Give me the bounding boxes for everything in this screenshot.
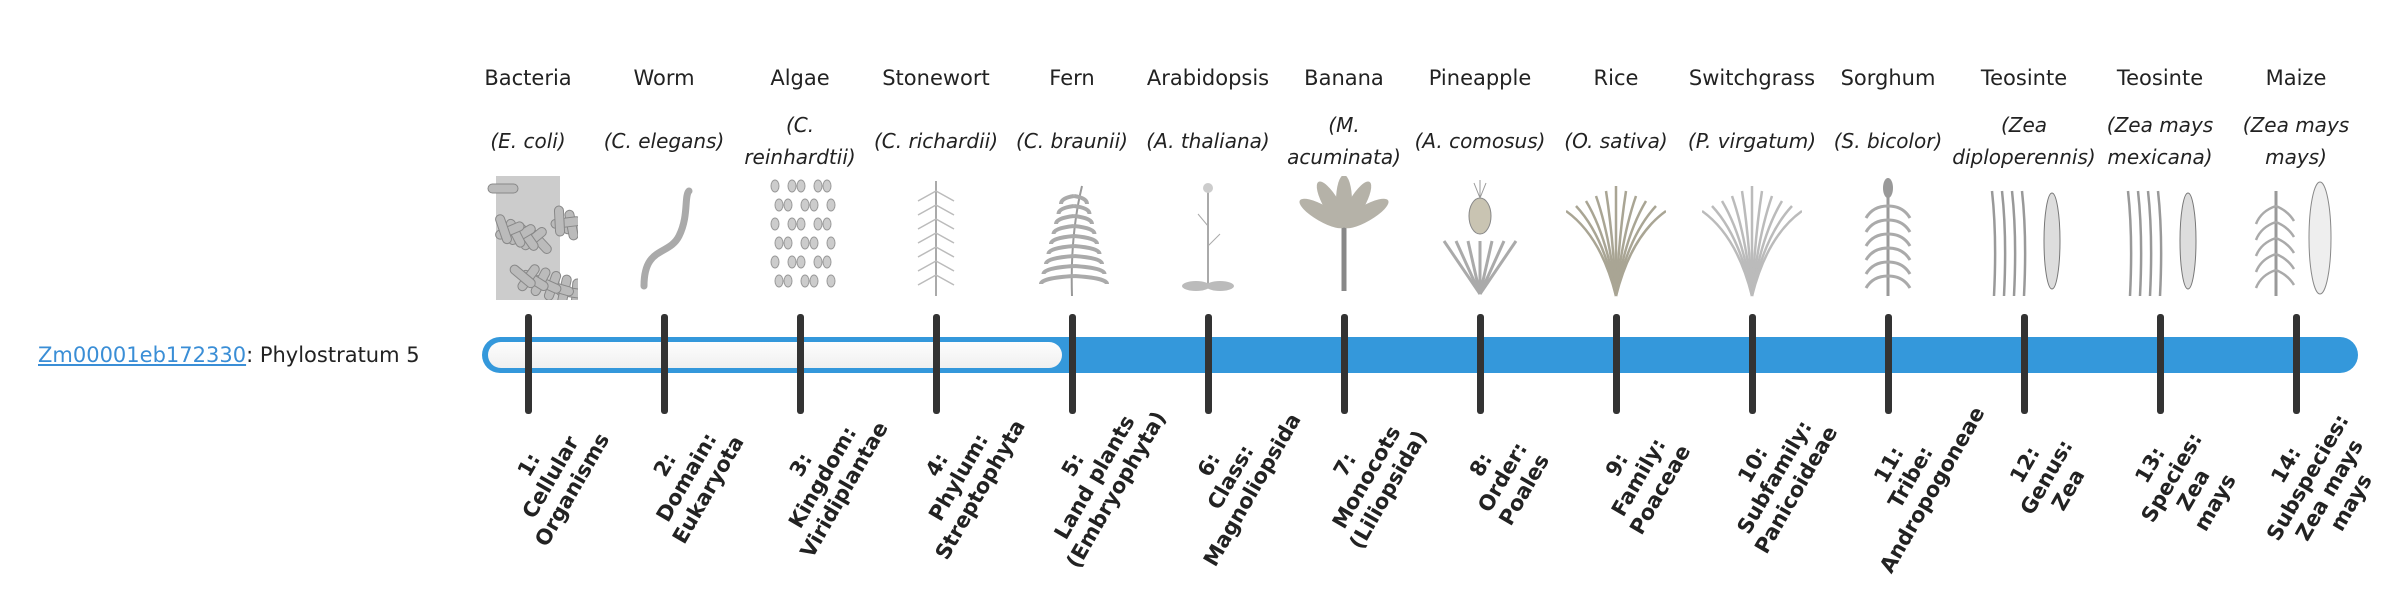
organism-name: Worm xyxy=(633,66,695,90)
stratum-tick xyxy=(2021,314,2028,414)
stratum-label: 1: Cellular Organisms xyxy=(469,372,634,583)
species-text: (S. bicolor) xyxy=(1833,129,1943,153)
species-text: (Zea mays mexicana) xyxy=(2106,113,2214,169)
organism-name: Bacteria xyxy=(484,66,572,90)
stratum-tick xyxy=(661,314,668,414)
organism-species: (A. thaliana) xyxy=(1138,106,1278,176)
stratum-tick xyxy=(797,314,804,414)
organism-species: (E. coli) xyxy=(458,106,598,176)
teosinte-icon xyxy=(2110,176,2210,300)
organism-name: Pineapple xyxy=(1428,66,1532,90)
stratum-label: 5: Land plants (Embryophyta) xyxy=(1013,372,1178,583)
stratum-tick xyxy=(1749,314,1756,414)
algae-icon xyxy=(750,176,850,300)
stratum-tick xyxy=(1205,314,1212,414)
gene-label: Zm00001eb172330: Phylostratum 5 xyxy=(38,340,420,370)
stratum-tick xyxy=(1613,314,1620,414)
arabidopsis-icon xyxy=(1158,176,1258,300)
stratum-tick xyxy=(1477,314,1484,414)
organism-name: Arabidopsis xyxy=(1146,66,1270,90)
organism-name: Fern xyxy=(1049,66,1095,90)
species-text: (Zea diploperennis) xyxy=(1952,113,2096,169)
species-text: (O. sativa) xyxy=(1564,129,1668,153)
species-text: (A. thaliana) xyxy=(1146,129,1270,153)
stratum-tick xyxy=(1885,314,1892,414)
stratum-label: 4: Phylum: Streptophyta xyxy=(877,372,1042,583)
organism-name: Stonewort xyxy=(882,66,990,90)
organism-species: (Zea mays mays) xyxy=(2226,106,2366,176)
organism-species: (C. braunii) xyxy=(1002,106,1142,176)
organism-species: (S. bicolor) xyxy=(1818,106,1958,176)
phylostratum-text: : Phylostratum 5 xyxy=(246,343,420,367)
organism-name: Banana xyxy=(1304,66,1384,90)
switchgrass-icon xyxy=(1701,176,1803,300)
organism-name: Teosinte xyxy=(2116,66,2204,90)
organism-species: (O. sativa) xyxy=(1546,106,1686,176)
stratum-label: 2: Domain: Eukaryota xyxy=(605,372,770,583)
stratum-tick xyxy=(2293,314,2300,414)
maize-icon xyxy=(2246,176,2346,300)
organism-species: (M. acuminata) xyxy=(1274,106,1414,176)
organism-species: (C. reinhardtii) xyxy=(730,106,870,176)
species-text: (P. virgatum) xyxy=(1687,129,1817,153)
species-text: (C. richardii) xyxy=(873,129,999,153)
organism-name: Teosinte xyxy=(1980,66,2068,90)
teosinte-icon xyxy=(1974,176,2074,300)
stratum-tick xyxy=(933,314,940,414)
organism-species: (C. richardii) xyxy=(866,106,1006,176)
organism-species: (P. virgatum) xyxy=(1682,106,1822,176)
species-text: (E. coli) xyxy=(490,129,566,153)
organism-species: (Zea mays mexicana) xyxy=(2090,106,2230,176)
organism-name: Sorghum xyxy=(1840,66,1936,90)
phylostratum-bar xyxy=(482,337,2358,373)
stratum-label: 3: Kingdom: Viridiplantae xyxy=(741,372,906,583)
stratum-tick xyxy=(1069,314,1076,414)
stratum-label: 10: Subfamily: Panicoideae xyxy=(1693,372,1858,583)
stonewort-icon xyxy=(886,176,986,300)
organism-species: (A. comosus) xyxy=(1410,106,1550,176)
organism-name: Algae xyxy=(770,66,830,90)
stratum-label: 9: Family: Poaceae xyxy=(1557,372,1722,583)
bacteria-icon xyxy=(478,176,594,310)
stratum-label: 14: Subspecies: Zea mays mays xyxy=(2226,372,2400,595)
banana-icon xyxy=(1294,175,1394,300)
stratum-label: 8: Order: Poales xyxy=(1421,372,1586,583)
stratum-tick xyxy=(1341,314,1348,414)
bar-unfilled-segment xyxy=(488,342,1062,368)
stratum-label: 6: Class: Magnoliopsida xyxy=(1149,372,1314,583)
rice-icon xyxy=(1565,176,1667,300)
gene-link[interactable]: Zm00001eb172330 xyxy=(38,343,247,367)
species-text: (C. reinhardtii) xyxy=(744,113,856,169)
organism-name: Switchgrass xyxy=(1688,66,1816,90)
species-text: (C. braunii) xyxy=(1016,129,1128,153)
organism-species: (Zea diploperennis) xyxy=(1952,106,2096,176)
fern-icon xyxy=(1022,176,1122,300)
stratum-label: 11: Tribe: Andropogoneae xyxy=(1829,372,1994,583)
sorghum-icon xyxy=(1838,176,1938,300)
stratum-tick xyxy=(525,314,532,414)
species-text: (C. elegans) xyxy=(603,129,725,153)
species-text: (M. acuminata) xyxy=(1287,113,1401,169)
stratum-label: 7: Monocots (Liliopsida) xyxy=(1285,372,1450,583)
species-text: (Zea mays mays) xyxy=(2242,113,2350,169)
organism-species: (C. elegans) xyxy=(594,106,734,176)
worm-icon xyxy=(614,176,714,300)
organism-name: Maize xyxy=(2265,66,2327,90)
organism-name: Rice xyxy=(1593,66,1639,90)
pineapple-icon xyxy=(1430,176,1530,300)
species-text: (A. comosus) xyxy=(1414,129,1546,153)
stratum-tick xyxy=(2157,314,2164,414)
